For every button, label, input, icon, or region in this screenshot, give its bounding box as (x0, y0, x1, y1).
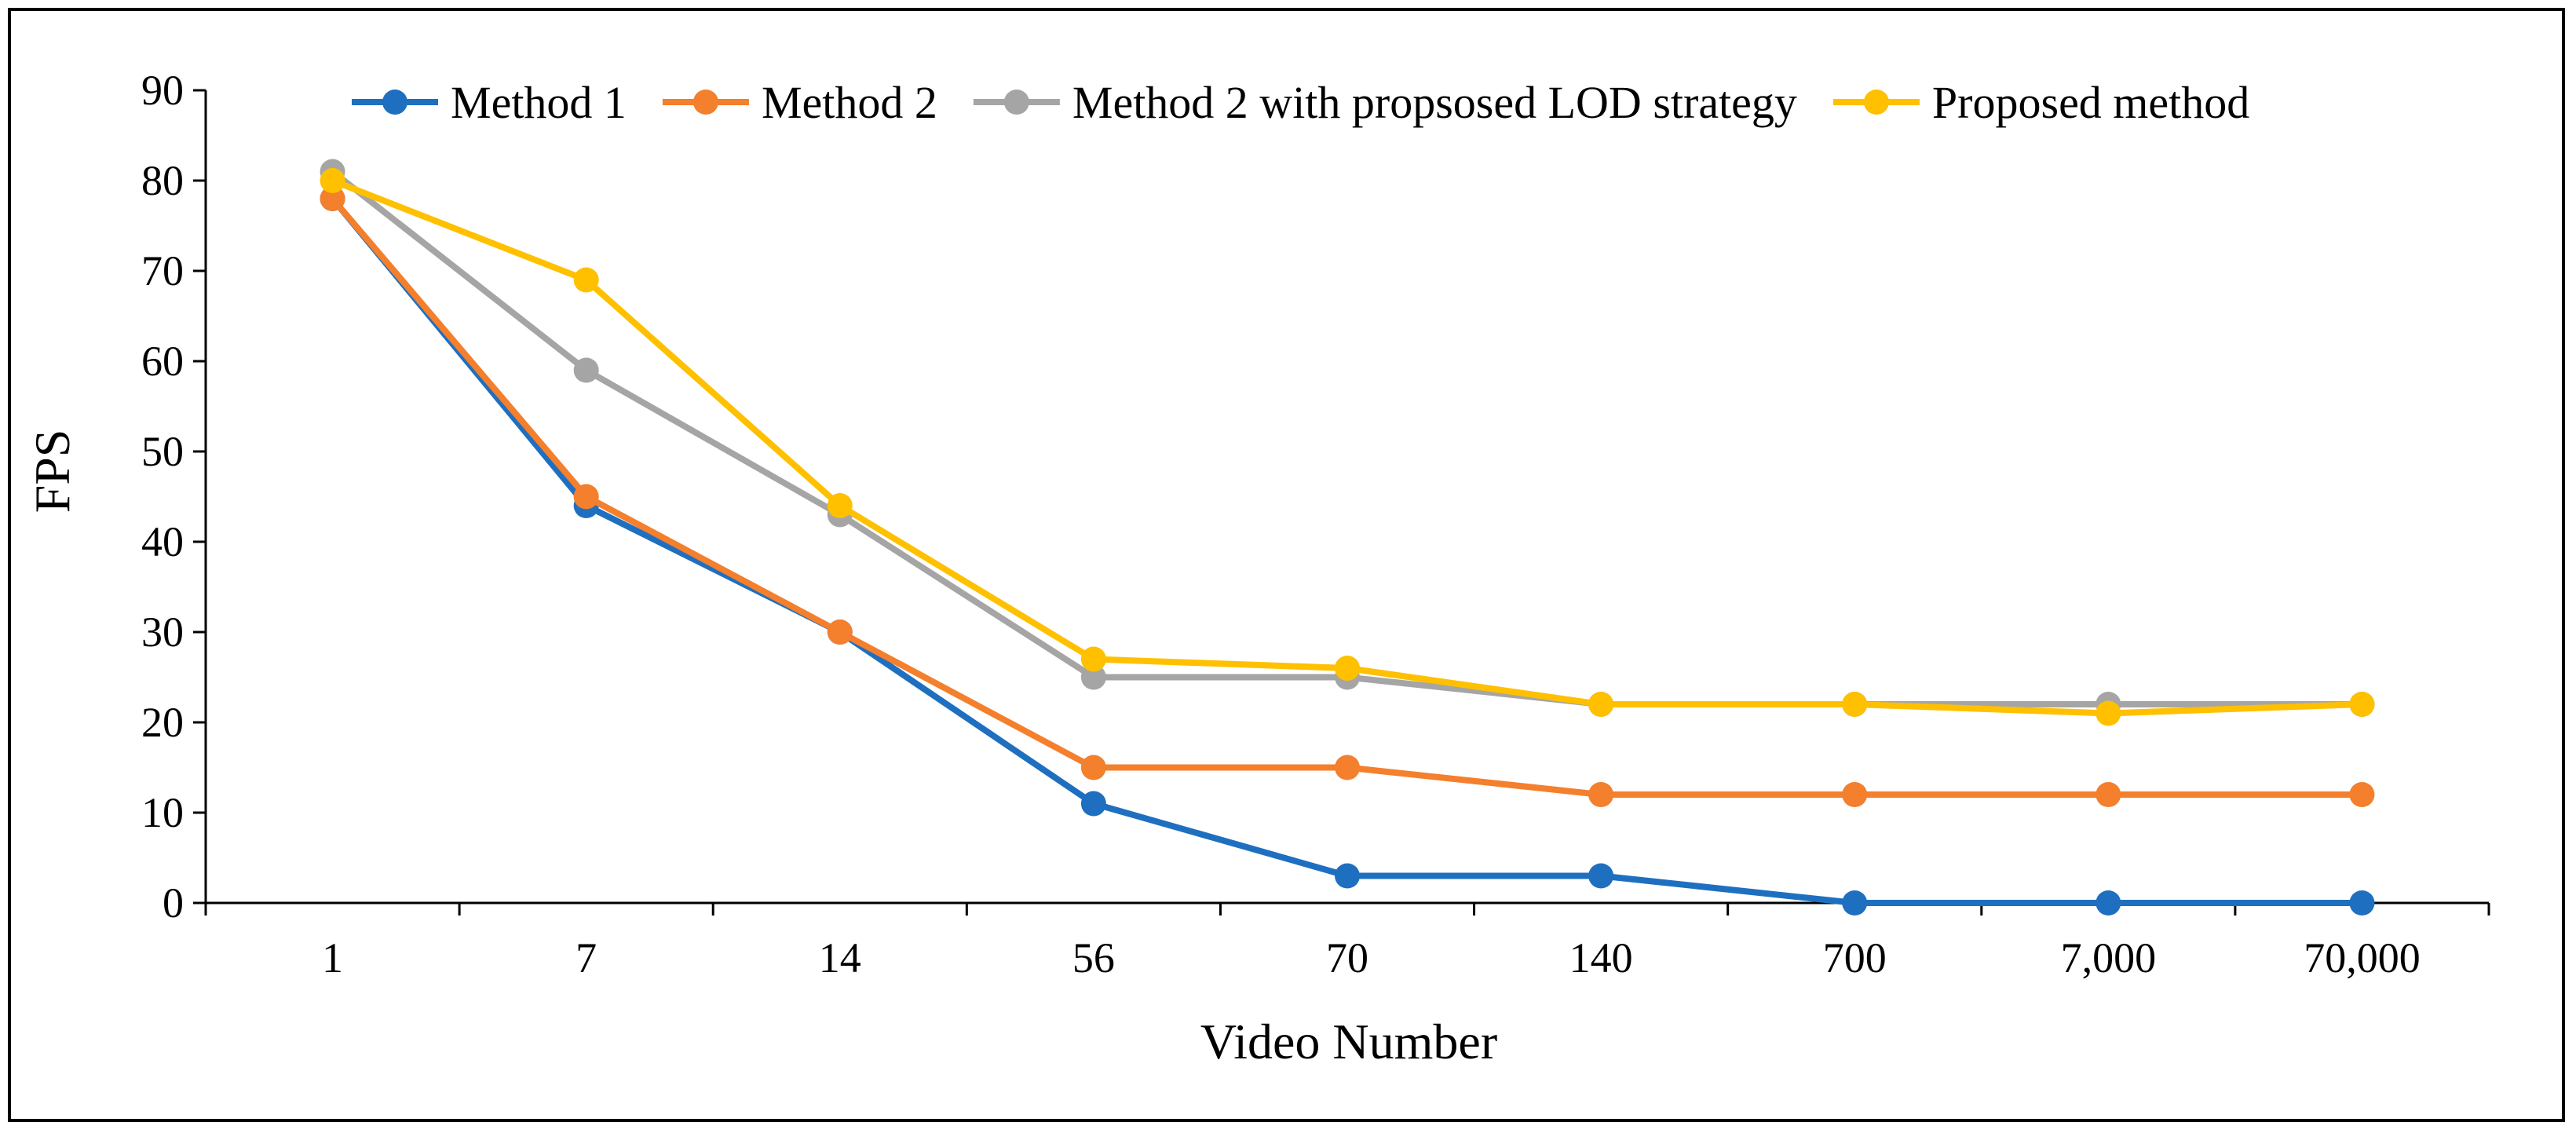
x-tick-label: 140 (1569, 934, 1633, 981)
x-tick-label: 70 (1326, 934, 1368, 981)
series-2 (320, 186, 2375, 807)
legend-label: Method 2 with propsosed LOD strategy (1072, 77, 1797, 128)
series-line (331, 169, 2362, 707)
x-tick-label: 14 (819, 934, 861, 981)
x-axis-title: Video Number (1200, 1014, 1497, 1069)
data-point (1588, 692, 1614, 717)
data-point (827, 493, 853, 518)
data-point (2096, 782, 2121, 807)
series-4 (320, 168, 2375, 726)
data-point (1842, 890, 1868, 916)
legend-item: Method 2 (662, 77, 937, 128)
data-point (827, 619, 853, 645)
data-point (573, 357, 599, 383)
y-tick-label: 0 (163, 879, 184, 927)
data-point (1080, 791, 1106, 817)
data-point (573, 267, 599, 293)
y-tick-label: 80 (141, 157, 184, 204)
legend: Method 1 Method 2 Method 2 with propsosed … (352, 77, 2249, 128)
legend-label: Method 2 (762, 77, 937, 128)
y-tick-label: 30 (141, 609, 184, 656)
data-point (320, 186, 345, 211)
data-point (1335, 755, 1360, 780)
series-3 (320, 159, 2375, 717)
data-point (320, 168, 345, 193)
chart-frame (8, 8, 2565, 1122)
legend-item: Method 1 (352, 77, 627, 128)
x-tick-label: 1 (322, 934, 343, 981)
data-point (573, 484, 599, 510)
series-line (331, 177, 2362, 717)
y-tick-label: 50 (141, 428, 184, 475)
legend-swatch-marker (382, 90, 407, 115)
y-tick-label: 60 (141, 338, 184, 385)
x-tick-label: 7 (575, 934, 597, 981)
data-point (2349, 692, 2375, 717)
x-tick-label: 700 (1823, 934, 1887, 981)
legend-swatch-marker (1003, 90, 1029, 115)
data-point (2096, 700, 2121, 726)
x-tick-label: 56 (1072, 934, 1115, 981)
legend-swatch-marker (1863, 90, 1889, 115)
x-tick-label: 7,000 (2061, 934, 2157, 981)
series-1 (320, 186, 2375, 916)
y-tick-label: 20 (141, 699, 184, 746)
data-point (1335, 656, 1360, 681)
data-point (1842, 692, 1868, 717)
data-point (1842, 782, 1868, 807)
data-point (1080, 755, 1106, 780)
data-point (2349, 890, 2375, 916)
legend-item: Method 2 with propsosed LOD strategy (973, 77, 1797, 128)
data-point (1335, 863, 1360, 889)
x-tick-label: 70,000 (2304, 934, 2421, 981)
data-point (1080, 664, 1106, 690)
data-point (1588, 782, 1614, 807)
y-tick-label: 10 (141, 789, 184, 836)
data-point (1588, 863, 1614, 889)
x-axis-ticks: 1 7 14 56 70 140 700 7,000 70,000 (204, 903, 2490, 981)
axes (204, 90, 2489, 905)
legend-label: Method 1 (451, 77, 627, 128)
y-tick-label: 90 (141, 67, 184, 114)
y-tick-label: 70 (141, 247, 184, 294)
data-point (2096, 890, 2121, 916)
series-layer (320, 159, 2375, 916)
legend-item: Proposed method (1832, 77, 2249, 128)
legend-swatch-marker (692, 90, 718, 115)
y-tick-label: 40 (141, 518, 184, 565)
data-point (1080, 646, 1106, 672)
data-point (2349, 782, 2375, 807)
y-axis-title: FPS (24, 429, 80, 514)
legend-label: Proposed method (1932, 77, 2249, 128)
y-axis-ticks: 0 10 20 30 40 50 60 70 80 90 (141, 67, 206, 927)
